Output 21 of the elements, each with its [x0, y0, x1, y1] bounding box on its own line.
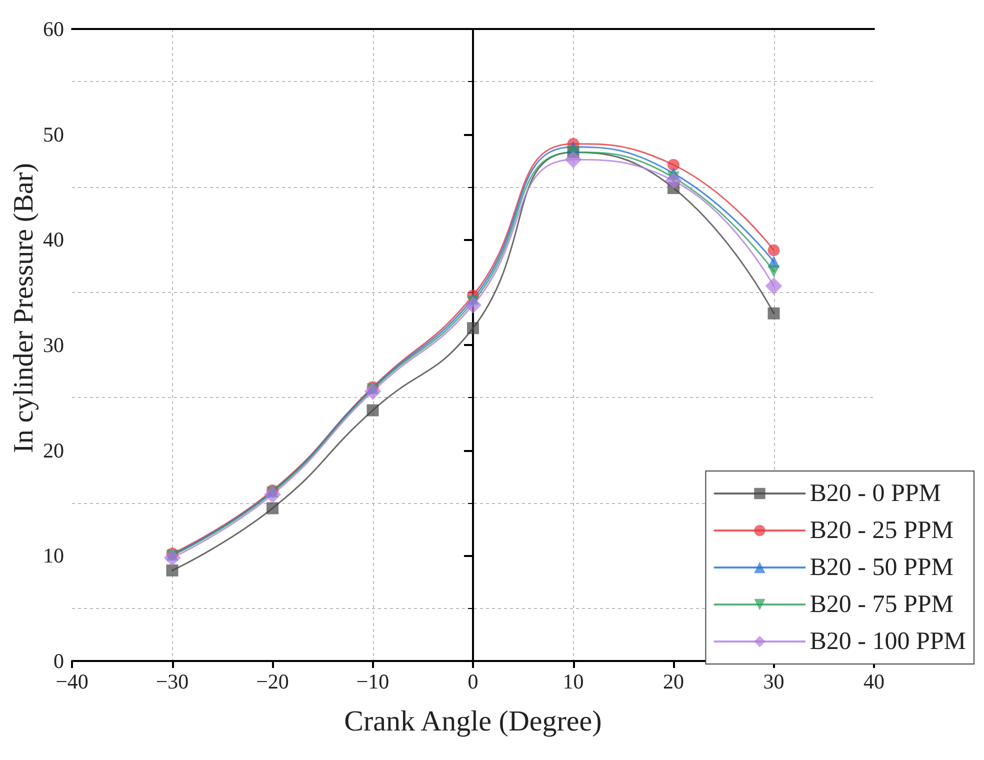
y-tick-label: 50 — [43, 122, 64, 146]
y-axis-title: In cylinder Pressure (Bar) — [8, 162, 40, 454]
x-tick-label: 40 — [864, 670, 884, 694]
legend-label: B20 - 100 PPM — [810, 628, 966, 655]
x-tick-label: 0 — [468, 670, 478, 694]
y-tick-label: 20 — [43, 438, 64, 462]
y-tick-label: 60 — [43, 17, 64, 41]
x-axis-title: Crank Angle (Degree) — [344, 706, 602, 738]
legend-label: B20 - 50 PPM — [810, 554, 954, 581]
x-tick-label: −30 — [156, 670, 189, 694]
x-tick-label: 20 — [663, 670, 684, 694]
x-tick-label: 30 — [763, 670, 784, 694]
y-tick-label: 30 — [43, 333, 64, 357]
x-tick-label: −20 — [256, 670, 289, 694]
legend-label: B20 - 25 PPM — [810, 517, 954, 544]
legend-label: B20 - 75 PPM — [810, 591, 954, 618]
x-tick-label: 10 — [562, 670, 584, 694]
x-tick-label: −10 — [356, 670, 390, 694]
y-tick-label: 10 — [43, 544, 64, 568]
y-tick-label: 40 — [43, 228, 64, 252]
legend-label: B20 - 0 PPM — [810, 480, 942, 507]
